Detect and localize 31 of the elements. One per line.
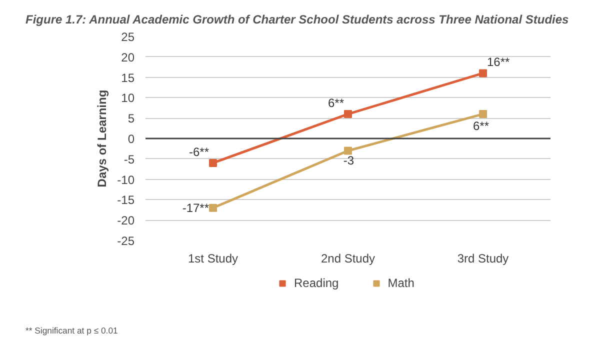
point <box>479 69 487 78</box>
point <box>479 110 487 118</box>
y-tick-label: 10 <box>121 91 135 106</box>
y-tick-label: -20 <box>117 214 135 228</box>
y-tick-label: -25 <box>117 234 135 248</box>
data-label: -6** <box>188 144 210 159</box>
x-tick-label: 1st Study <box>188 252 238 266</box>
chart-title: Figure 1.7: Annual Academic Growth of Charter School Students across Three National Studies <box>26 12 570 26</box>
x-tick-label: 3rd Study <box>457 252 509 266</box>
y-tick-label: 0 <box>128 132 135 146</box>
point <box>209 204 217 212</box>
x-tick-label: 2nd Study <box>320 252 376 266</box>
data-label: 16** <box>487 55 510 70</box>
y-tick-label: -5 <box>124 152 135 166</box>
y-tick-label: 15 <box>121 70 135 85</box>
y-tick-label: 25 <box>121 30 135 44</box>
y-tick-label: -10 <box>117 172 135 187</box>
legend-label: Math <box>388 276 414 290</box>
data-label: 6** <box>472 119 490 134</box>
legend-label: Reading <box>294 276 339 290</box>
point <box>344 110 352 118</box>
data-label: -3 <box>343 154 354 168</box>
y-tick-label: 5 <box>128 112 135 126</box>
data-label: -17** <box>182 200 210 215</box>
y-axis-title: Days of Learning <box>95 90 110 188</box>
point <box>209 158 217 167</box>
y-tick-label: -15 <box>117 193 135 208</box>
text: ** Significant at p ≤ 0.01 <box>26 326 118 336</box>
y-tick-label: 20 <box>121 50 135 64</box>
point <box>344 146 352 155</box>
data-label: 6** <box>328 96 344 110</box>
